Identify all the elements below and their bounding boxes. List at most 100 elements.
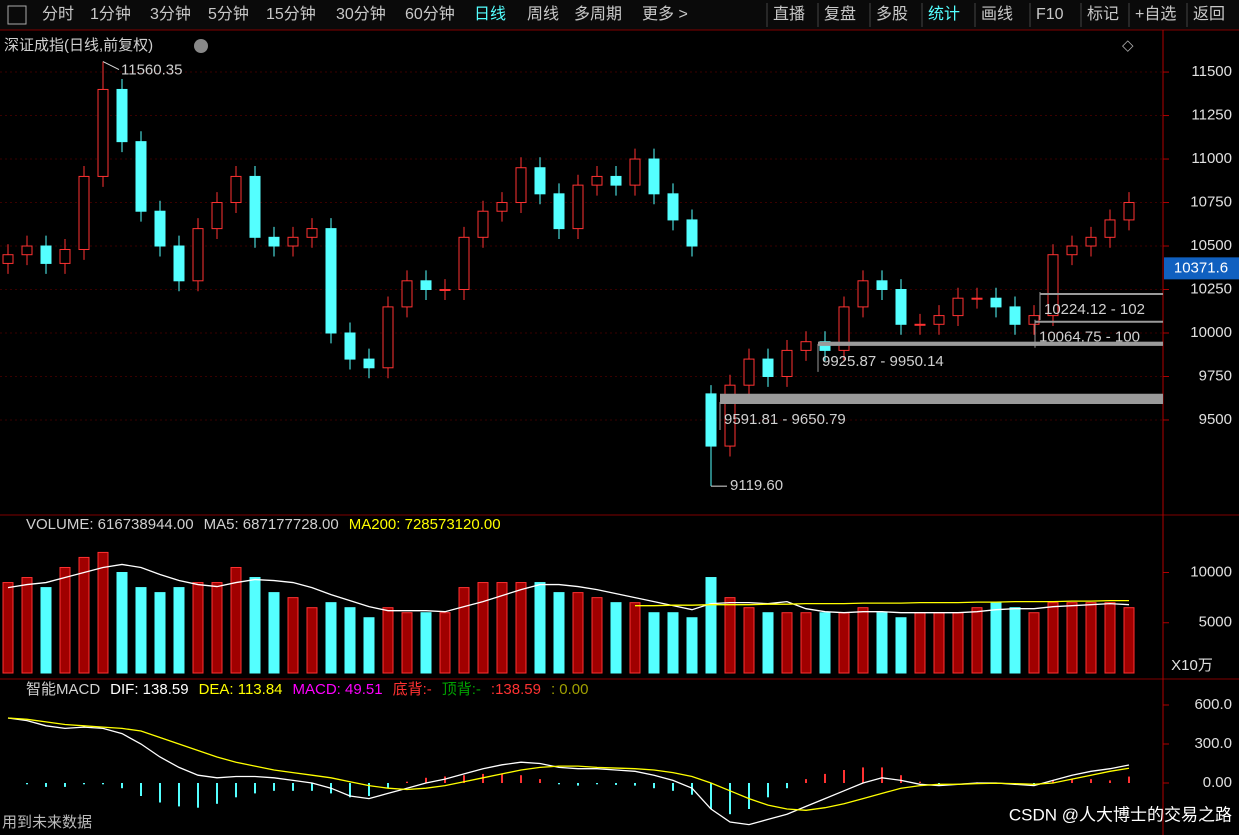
volume-bar <box>1123 607 1135 674</box>
volume-bar <box>648 612 660 674</box>
candle-body <box>78 175 90 250</box>
toolbar-button[interactable]: 直播 <box>773 5 805 23</box>
title-dropdown[interactable] <box>194 39 208 53</box>
toolbar-tab[interactable]: 5分钟 <box>208 5 249 23</box>
volume-bar <box>1085 602 1097 674</box>
volume-bar <box>306 607 318 674</box>
volume-bar <box>1028 612 1040 674</box>
header-item: VOLUME: 616738944.00 <box>26 516 194 533</box>
volume-bar <box>382 607 394 674</box>
y-tick-label: 11000 <box>1191 150 1232 167</box>
gap-band <box>720 393 1163 405</box>
candle-body <box>363 358 375 369</box>
volume-bar <box>895 617 907 674</box>
max-pointer <box>102 61 120 71</box>
candle-body <box>325 228 337 334</box>
toolbar-button[interactable]: F10 <box>1036 6 1064 23</box>
toolbar-tab[interactable]: 30分钟 <box>336 5 386 23</box>
candle-body <box>591 175 603 186</box>
volume-bar <box>173 587 185 674</box>
candle-body <box>116 88 128 143</box>
toolbar-button[interactable]: 返回 <box>1193 5 1225 23</box>
volume-bar <box>705 577 717 674</box>
candle-body <box>1104 219 1116 238</box>
candle-body <box>135 141 147 212</box>
toolbar-button[interactable]: 统计 <box>928 5 960 23</box>
toolbar-tab[interactable]: 3分钟 <box>150 5 191 23</box>
header-item: 顶背:- <box>442 681 481 698</box>
y-tick-label: 10000 <box>1190 324 1232 341</box>
dif-line <box>7 717 1130 826</box>
candle-body <box>59 248 71 264</box>
toolbar-tab[interactable]: 周线 <box>527 5 559 23</box>
last-price: 10371.6 <box>1174 259 1228 276</box>
footnote: 用到未来数据 <box>2 814 92 831</box>
candle-body <box>534 167 546 195</box>
toolbar-button[interactable]: +自选 <box>1135 5 1176 23</box>
candle-body <box>420 280 432 291</box>
unit-label: X10万 <box>1171 657 1213 674</box>
volume-bar <box>97 551 109 674</box>
chart-title: 深证成指(日线,前复权) <box>4 36 153 54</box>
candle-body <box>306 228 318 238</box>
candle-body <box>249 175 261 238</box>
gap-label: 10224.12 - 102 <box>1044 301 1145 318</box>
header-item: 智能MACD <box>26 680 100 698</box>
toolbar-tab[interactable]: 60分钟 <box>405 5 455 23</box>
menu-icon[interactable] <box>7 5 27 25</box>
toolbar-button[interactable]: 多股 <box>876 5 908 23</box>
volume-bar <box>933 612 945 674</box>
candle-body <box>287 236 299 247</box>
candle-body <box>1085 236 1097 247</box>
volume-bar <box>439 612 451 674</box>
volume-bar <box>781 612 793 674</box>
volume-bar <box>534 582 546 674</box>
header-item: MA5: 687177728.00 <box>204 516 339 533</box>
volume-bar <box>1047 602 1059 674</box>
max-label: 11560.35 <box>121 62 182 79</box>
candle-body <box>1066 245 1078 256</box>
candle-body <box>686 219 698 247</box>
toolbar-tab[interactable]: 分时 <box>42 5 74 23</box>
y-tick-label: 11500 <box>1191 63 1232 80</box>
y-tick-label: 11250 <box>1191 107 1232 124</box>
dea-line <box>7 717 1130 811</box>
volume-bar <box>249 577 261 674</box>
toolbar-tab[interactable]: 1分钟 <box>90 5 131 23</box>
candle-body <box>173 245 185 282</box>
watermark: CSDN @人大博士的交易之路 <box>1009 805 1232 824</box>
y-tick-label: 10500 <box>1190 237 1232 254</box>
volume-bar <box>591 597 603 674</box>
volume-bar <box>230 566 242 674</box>
header-item: MA200: 728573120.00 <box>349 516 501 533</box>
candle-body <box>230 175 242 204</box>
volume-bar <box>1066 602 1078 674</box>
volume-bar <box>420 612 432 674</box>
toolbar-tab[interactable]: 更多 > <box>642 5 688 23</box>
volume-bar <box>629 602 641 674</box>
y-tick-label: 10750 <box>1190 193 1232 210</box>
volume-bar <box>477 582 489 674</box>
candle-body <box>2 254 14 264</box>
candle-body <box>629 158 641 186</box>
toolbar-button[interactable]: 标记 <box>1087 5 1119 23</box>
candle-body <box>572 184 584 230</box>
volume-bar <box>325 602 337 674</box>
volume-bar <box>401 612 413 674</box>
header-item: MACD: 49.51 <box>293 681 383 698</box>
volume-bar <box>135 587 147 674</box>
volume-bar <box>211 582 223 674</box>
candle-body <box>800 341 812 351</box>
y-tick-label: 9500 <box>1199 411 1232 428</box>
volume-bar <box>1104 602 1116 674</box>
toolbar-tab[interactable]: 多周期 <box>574 5 622 23</box>
candle-body <box>781 349 793 377</box>
toolbar-tab[interactable]: 日线 <box>474 5 506 23</box>
toolbar-button[interactable]: 画线 <box>981 5 1013 23</box>
candle-body <box>990 297 1002 308</box>
volume-bar <box>154 592 166 674</box>
toolbar-button[interactable]: 复盘 <box>824 4 856 23</box>
gap-label: 9591.81 - 9650.79 <box>724 411 846 428</box>
toolbar-tab[interactable]: 15分钟 <box>266 5 316 23</box>
